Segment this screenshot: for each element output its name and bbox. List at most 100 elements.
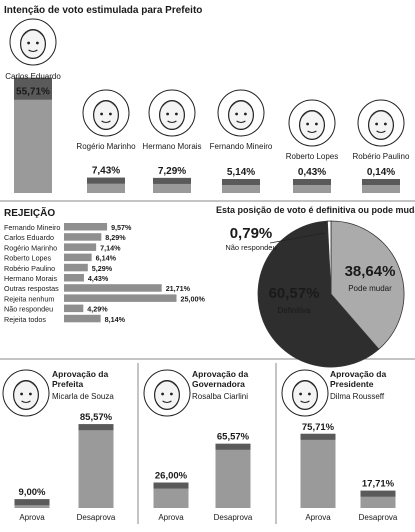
- vote-value-label: 0,43%: [298, 167, 326, 178]
- portrait-mouth: [21, 400, 31, 404]
- portrait-eye: [100, 112, 103, 116]
- pie-slice: [326, 220, 332, 295]
- vote-label-bg: [14, 81, 52, 100]
- portrait-eye: [109, 112, 112, 116]
- approval-category: Desaprova: [77, 513, 116, 522]
- portrait-hair: [367, 111, 395, 122]
- portrait-eye: [384, 122, 387, 126]
- rejection-value-label: 9,57%: [111, 223, 132, 232]
- vote-bar-top: [14, 77, 52, 84]
- candidate-name: Carlos Eduardo: [5, 72, 61, 81]
- vote-bar-top: [293, 179, 331, 185]
- pie-slice: [257, 220, 380, 368]
- portrait-mouth: [167, 120, 177, 124]
- vote-value-label: 7,29%: [158, 166, 186, 177]
- approval-value-label: 85,57%: [80, 412, 113, 423]
- rejection-bar: [64, 223, 108, 231]
- portrait-face: [159, 99, 186, 130]
- portrait-hair: [291, 381, 319, 392]
- vote-value-label: 5,14%: [227, 167, 255, 178]
- portrait-mouth: [300, 400, 310, 404]
- rejection-chart: Fernando Mineiro 9,57% Carlos Eduardo 8,29%…: [4, 223, 205, 324]
- pie-slice-name: Definitiva: [278, 306, 311, 315]
- rejection-value-label: 6,14%: [96, 254, 117, 263]
- candidate-name: Fernando Mineiro: [210, 142, 273, 151]
- approval-category: Desaprova: [214, 513, 253, 522]
- portrait-eye: [306, 122, 309, 126]
- approval-person-name: Rosalba Ciarlini: [192, 392, 248, 401]
- portrait-hair: [19, 30, 47, 41]
- rejection-category: Roberto Lopes: [4, 254, 52, 263]
- rejection-category: Rogério Marinho: [4, 243, 57, 252]
- portrait-hair: [298, 111, 326, 122]
- portrait-mouth: [376, 130, 386, 134]
- approval-title-line: Governadora: [192, 379, 245, 389]
- approval-bar: [215, 443, 251, 508]
- rejection-category: Rejeita nenhum: [4, 294, 54, 303]
- pie-value-label: 38,64%: [345, 263, 396, 280]
- approval-category: Aprova: [19, 513, 45, 522]
- approval-title: Aprovação da Presidente: [330, 369, 386, 389]
- portrait-eye: [175, 112, 178, 116]
- pie-title: Esta posição de voto é definitiva ou pod…: [216, 205, 415, 215]
- candidate-name: Hermano Morais: [142, 142, 201, 151]
- vote-value-label: 0,14%: [367, 167, 395, 178]
- rejection-category: Rejeita todos: [4, 315, 46, 324]
- approval-value-label: 75,71%: [302, 422, 335, 433]
- approval-bar-top: [360, 490, 396, 497]
- rejection-bar: [64, 294, 177, 302]
- portrait-eye: [161, 392, 165, 396]
- portrait-eye: [170, 392, 173, 396]
- portrait-mouth: [101, 120, 111, 124]
- approval-bar: [300, 433, 336, 508]
- rejection-category: Carlos Eduardo: [4, 233, 54, 242]
- portrait-face: [299, 109, 326, 140]
- vote-bar-top: [222, 179, 260, 185]
- rejection-bar: [64, 304, 84, 313]
- rejection-value-label: 25,00%: [181, 294, 206, 303]
- portrait-face: [20, 29, 46, 59]
- portrait-face: [228, 99, 255, 130]
- approval-bar-top: [215, 443, 251, 450]
- official-portrait-icon: [143, 369, 191, 417]
- portrait-face: [92, 99, 119, 130]
- approval-category: Aprova: [158, 513, 184, 522]
- rejection-category: Fernando Mineiro: [4, 223, 60, 232]
- vote-certainty-pie: 60,57% Definitiva 38,64% Pode mudar 0,79%Não…: [225, 220, 405, 368]
- pie-leader-line: [269, 232, 326, 244]
- vote-value-label: 7,43%: [92, 166, 120, 177]
- candidate-name: Roberto Lopes: [286, 152, 338, 161]
- pie-slice-name: Não respondeu: [225, 243, 276, 252]
- candidate-portrait-icon: [357, 99, 405, 147]
- portrait-eye: [29, 392, 32, 396]
- approval-title-line: Aprovação da: [192, 369, 248, 379]
- rejection-category: Robério Paulino: [4, 264, 55, 273]
- voting-intention-chart: 55,71% Carlos Eduardo 7,43% Rogério Marinho…: [5, 18, 410, 193]
- rejection-value-label: 21,71%: [166, 284, 191, 293]
- rejection-value-label: 7,14%: [100, 243, 121, 252]
- portrait-face: [13, 380, 39, 411]
- approval-title-line: Aprovação da: [330, 369, 386, 379]
- approval-title: Aprovação da Governadora: [192, 369, 248, 389]
- portrait-hair: [12, 381, 40, 392]
- rejection-bar: [64, 314, 101, 323]
- portrait-hair: [92, 101, 120, 112]
- approval-category: Desaprova: [359, 513, 398, 522]
- pie-slice: [330, 220, 405, 350]
- portrait-mouth: [162, 400, 172, 404]
- portrait-mouth: [307, 130, 317, 134]
- candidate-portrait-icon: [288, 99, 336, 147]
- portrait-face: [368, 109, 395, 140]
- approval-value-label: 17,71%: [362, 479, 395, 490]
- approval-title-line: Prefeita: [52, 379, 83, 389]
- portrait-hair: [227, 101, 255, 112]
- approval-value-label: 9,00%: [19, 487, 46, 498]
- approval-person-name: Micarla de Souza: [52, 392, 114, 401]
- vote-bar-top: [362, 179, 400, 185]
- rejection-bar: [64, 233, 102, 241]
- candidate-portrait-icon: [9, 18, 57, 66]
- portrait-eye: [315, 122, 318, 126]
- approval-title: Aprovação da Prefeita: [52, 369, 108, 389]
- rejection-value-label: 5,29%: [92, 264, 113, 273]
